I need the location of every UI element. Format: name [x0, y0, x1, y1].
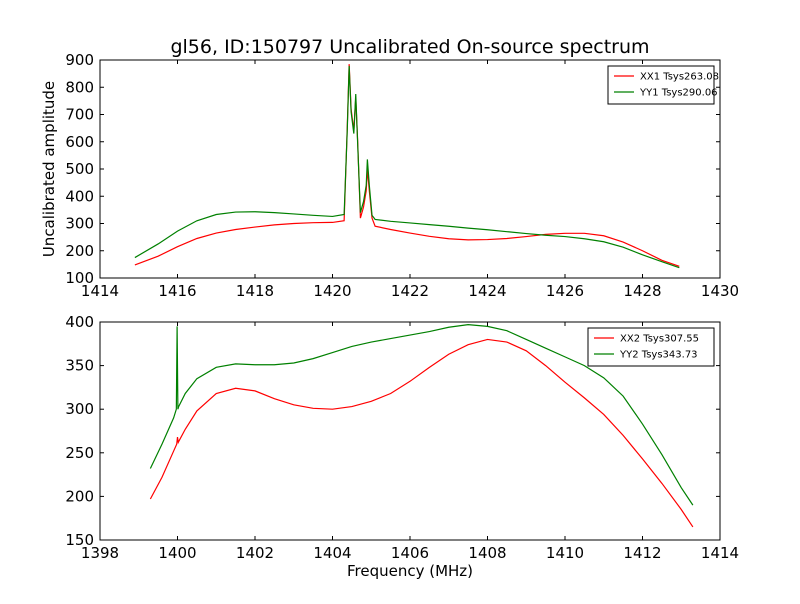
plot-frame-0 [99, 59, 721, 279]
y-tick-label-1-0: 150 [65, 531, 94, 549]
x-tick-label-1-8: 1414 [701, 544, 739, 562]
x-tick-label-0-3: 1420 [313, 282, 351, 300]
legend-label-0-1: YY1 Tsys290.06 [639, 88, 718, 99]
legend-1: XX2 Tsys307.55 YY2 Tsys343.73 [587, 327, 715, 367]
x-tick-label-0-1: 1416 [158, 282, 196, 300]
series-line-1-0 [149, 338, 694, 528]
y-tick-label-0-3: 400 [65, 187, 94, 205]
x-tick-label-0-2: 1418 [236, 282, 274, 300]
y-tick-label-0-7: 800 [65, 78, 94, 96]
legend-box-1 [587, 327, 715, 367]
legend-label-1-0: XX2 Tsys307.55 [620, 334, 699, 345]
x-tick-label-1-0: 1398 [81, 544, 119, 562]
series-line-0-1 [134, 65, 680, 269]
x-tick-label-0-0: 1414 [81, 282, 119, 300]
x-tick-label-0-6: 1426 [546, 282, 584, 300]
y-tick-label-0-8: 900 [65, 51, 94, 69]
y-axis-label: Uncalibrated amplitude [40, 81, 58, 257]
series-line-0-0 [134, 64, 680, 267]
y-tick-label-0-4: 500 [65, 160, 94, 178]
y-tick-label-0-6: 700 [65, 106, 94, 124]
y-tick-label-1-3: 300 [65, 400, 94, 418]
y-tick-label-1-1: 200 [65, 487, 94, 505]
plot-frame-1 [99, 321, 721, 541]
x-tick-label-1-2: 1402 [236, 544, 274, 562]
x-tick-label-1-1: 1400 [158, 544, 196, 562]
x-axis-label: Frequency (MHz) [347, 562, 473, 580]
x-tick-label-1-5: 1408 [468, 544, 506, 562]
series-line-1-1 [149, 324, 694, 506]
x-tick-label-1-4: 1406 [391, 544, 429, 562]
y-tick-label-0-2: 300 [65, 215, 94, 233]
y-tick-label-0-5: 600 [65, 133, 94, 151]
bottom-panel: 1398 1400 1402 1404 1406 1408 1410 1412 1414 150 2… [65, 313, 739, 562]
x-tick-label-0-4: 1422 [391, 282, 429, 300]
x-tick-label-0-8: 1430 [701, 282, 739, 300]
legend-box-0 [607, 65, 715, 105]
y-tick-label-0-0: 100 [65, 269, 94, 287]
x-tick-label-0-7: 1428 [623, 282, 661, 300]
x-tick-label-1-6: 1410 [546, 544, 584, 562]
legend-label-1-1: YY2 Tsys343.73 [619, 350, 698, 361]
x-tick-label-1-7: 1412 [623, 544, 661, 562]
y-tick-label-1-4: 350 [65, 357, 94, 375]
chart-title: gl56, ID:150797 Uncalibrated On-source s… [170, 36, 649, 58]
y-tick-label-0-1: 200 [65, 242, 94, 260]
legend-0: XX1 Tsys263.08 YY1 Tsys290.06 [607, 65, 719, 105]
y-tick-label-1-2: 250 [65, 444, 94, 462]
top-panel: 1414 1416 1418 1420 1422 1424 1426 1428 1430 100 2… [65, 51, 739, 300]
y-tick-label-1-5: 400 [65, 313, 94, 331]
x-tick-label-0-5: 1424 [468, 282, 506, 300]
legend-label-0-0: XX1 Tsys263.08 [640, 72, 719, 83]
x-tick-label-1-3: 1404 [313, 544, 351, 562]
